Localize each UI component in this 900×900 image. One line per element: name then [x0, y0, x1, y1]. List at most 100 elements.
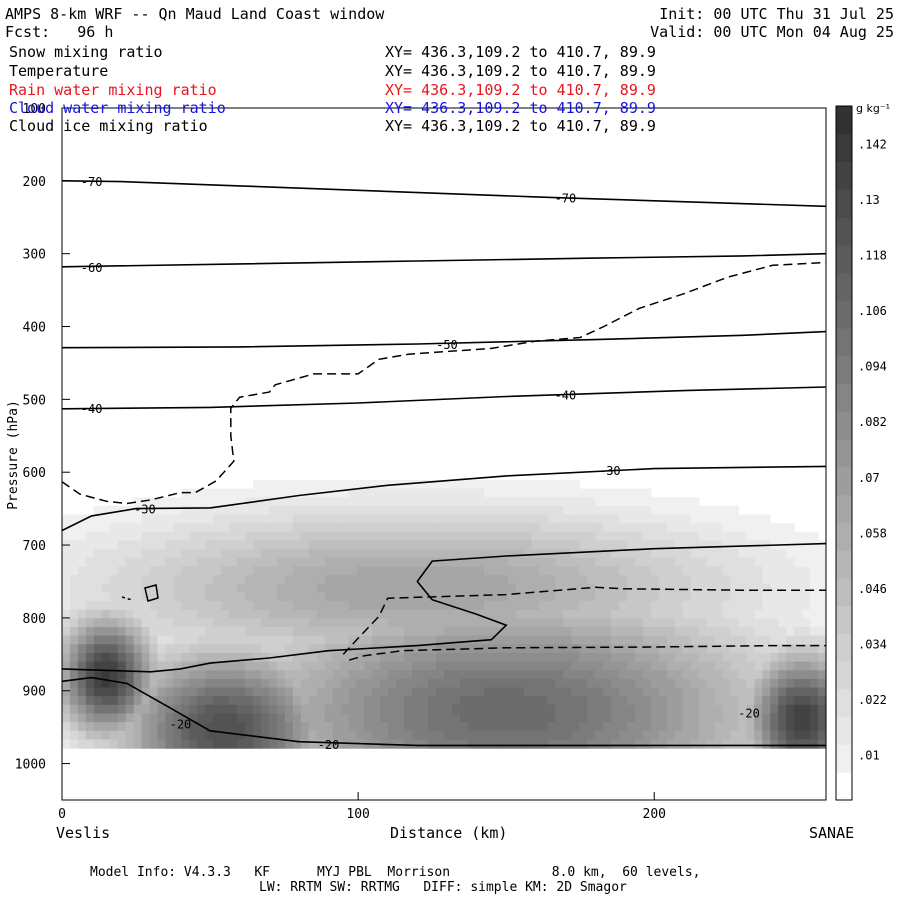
shade-cell	[165, 609, 175, 619]
shade-cell	[284, 497, 294, 507]
shade-cell	[340, 635, 350, 645]
shade-cell	[316, 583, 326, 593]
shade-cell	[213, 678, 222, 689]
shade-cell	[348, 592, 358, 602]
shade-cell	[77, 583, 87, 593]
shade-cell	[213, 739, 222, 749]
shade-cell	[778, 531, 787, 542]
shade-cell	[93, 609, 103, 619]
shade-cell	[547, 479, 557, 490]
shade-cell	[428, 722, 437, 732]
shade-cell	[587, 618, 596, 628]
shade-cell	[603, 652, 612, 663]
shade-cell	[778, 704, 787, 715]
shade-cell	[133, 566, 143, 576]
shade-cell	[730, 739, 740, 749]
shade-cell	[722, 609, 732, 619]
shade-cell	[603, 670, 612, 680]
shade-cell	[467, 540, 477, 550]
shade-cell	[762, 514, 771, 524]
shade-cell	[420, 678, 429, 689]
shade-cell	[611, 549, 620, 559]
shade-cell	[380, 557, 389, 568]
shade-cell	[316, 722, 326, 732]
shade-cell	[690, 678, 700, 689]
shade-cell	[268, 687, 278, 697]
shade-cell	[125, 678, 135, 689]
shade-cell	[730, 514, 740, 524]
isotherm-line	[62, 252, 826, 268]
shade-cell	[786, 583, 795, 593]
shade-cell	[746, 739, 755, 749]
shade-cell	[810, 583, 819, 593]
y-tick-label: 700	[23, 539, 46, 554]
shade-cell	[276, 583, 286, 593]
shade-cell	[380, 635, 389, 645]
shade-cell	[149, 601, 159, 611]
shade-cell	[69, 652, 79, 663]
shade-cell	[348, 479, 358, 490]
shade-cell	[62, 557, 71, 568]
shade-cell	[62, 627, 71, 637]
shade-cell	[595, 575, 604, 585]
shade-cell	[794, 739, 803, 749]
shade-cell	[380, 627, 389, 637]
shade-cell	[563, 583, 572, 593]
shade-cell	[515, 644, 525, 654]
shade-cell	[77, 722, 87, 732]
shade-cell	[356, 514, 366, 524]
shade-cell	[818, 549, 826, 559]
shade-cell	[260, 678, 270, 689]
shade-cell	[69, 704, 79, 715]
shade-cell	[523, 583, 533, 593]
shade-cell	[316, 627, 326, 637]
shade-cell	[642, 575, 652, 585]
shade-cell	[714, 549, 724, 559]
shade-cell	[459, 583, 469, 593]
shade-cell	[332, 575, 342, 585]
shade-cell	[205, 540, 214, 550]
shade-cell	[754, 696, 763, 706]
shade-cell	[499, 627, 509, 637]
shade-cell	[85, 635, 95, 645]
shade-cell	[372, 635, 381, 645]
shade-cell	[794, 687, 803, 697]
shade-cell	[308, 652, 318, 663]
shade-cell	[221, 557, 230, 568]
shade-cell	[253, 627, 262, 637]
shade-cell	[778, 696, 787, 706]
shade-cell	[316, 557, 326, 568]
shade-cell	[412, 514, 421, 524]
shade-cell	[547, 627, 557, 637]
shade-cell	[372, 557, 381, 568]
shade-cell	[483, 739, 493, 749]
shade-cell	[531, 678, 541, 689]
shade-cell	[635, 670, 644, 680]
shade-cell	[778, 618, 787, 628]
shade-cell	[165, 722, 175, 732]
shade-cell	[380, 678, 389, 689]
shade-cell	[483, 514, 493, 524]
shade-cell	[125, 739, 135, 749]
shade-cell	[483, 609, 493, 619]
shade-cell	[730, 704, 740, 715]
shade-cell	[149, 696, 159, 706]
shade-cell	[205, 730, 214, 741]
field-label-rain: Rain water mixing ratio	[9, 81, 217, 99]
shade-cell	[213, 704, 222, 715]
shade-cell	[245, 488, 254, 498]
shade-cell	[133, 557, 143, 568]
shade-cell	[531, 592, 541, 602]
shade-cell	[189, 531, 198, 542]
shade-cell	[117, 652, 127, 663]
shade-cell	[260, 514, 270, 524]
shade-cell	[133, 575, 143, 585]
shade-cell	[444, 523, 453, 533]
shade-cell	[380, 687, 389, 697]
shade-cell	[221, 644, 230, 654]
shade-cell	[213, 523, 222, 533]
shade-cell	[754, 670, 763, 680]
shade-cell	[221, 592, 230, 602]
shade-cell	[810, 704, 819, 715]
